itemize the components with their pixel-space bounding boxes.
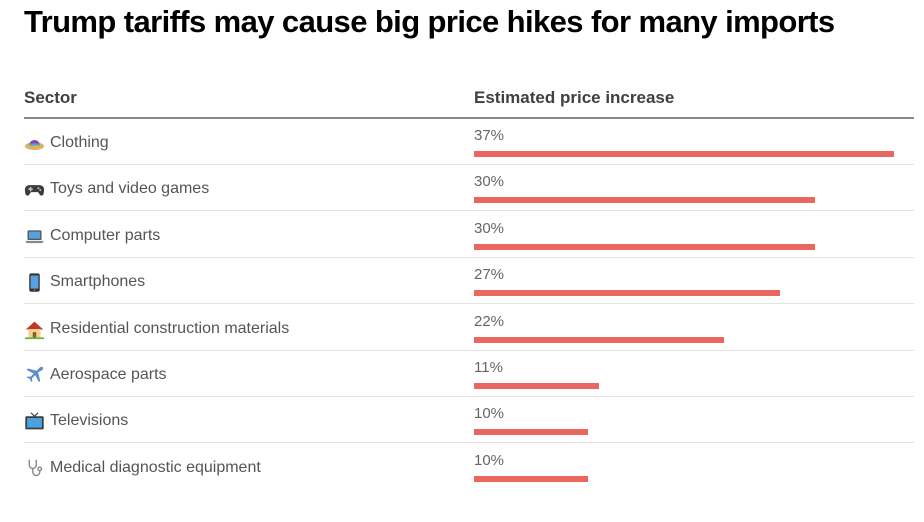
game-controller-icon <box>24 179 45 200</box>
row-divider <box>24 442 914 444</box>
value-label: 11% <box>474 359 503 376</box>
sector-label: Medical diagnostic equipment <box>50 458 261 476</box>
value-label: 22% <box>474 312 505 330</box>
row-divider <box>24 349 914 351</box>
television-icon <box>24 411 45 432</box>
table-row: Smartphones 27% <box>24 258 914 305</box>
bar <box>474 383 599 389</box>
row-divider <box>24 256 914 258</box>
hat-icon <box>24 133 45 154</box>
bar <box>474 290 781 297</box>
row-divider <box>24 396 914 397</box>
row-divider <box>24 303 914 305</box>
column-header-price-increase: Estimated price increase <box>474 88 675 107</box>
bar <box>474 197 815 204</box>
header-divider <box>24 117 914 119</box>
table-row: Clothing 37% <box>24 119 914 165</box>
table-row: Residential construction materials 22% <box>24 305 914 351</box>
bar <box>474 336 724 343</box>
bar <box>474 243 815 250</box>
value-label: 37% <box>474 127 505 144</box>
laptop-icon <box>24 226 45 247</box>
value-label: 27% <box>474 266 505 284</box>
airplane-icon <box>24 365 45 386</box>
sector-label: Televisions <box>50 412 129 430</box>
value-label: 30% <box>474 173 505 191</box>
sector-label: Clothing <box>50 134 109 151</box>
bar <box>474 429 588 436</box>
chart-title: Trump tariffs may cause big price hikes … <box>24 4 835 39</box>
sector-label: Aerospace parts <box>50 366 167 383</box>
table-row: Medical diagnostic equipment 10% <box>24 444 914 490</box>
bar <box>474 151 894 157</box>
column-header-sector: Sector <box>24 88 77 107</box>
table-row: Aerospace parts 11% <box>24 351 914 397</box>
row-divider <box>24 164 914 165</box>
sector-label: Residential construction materials <box>50 319 290 337</box>
table-row: Computer parts 30% <box>24 212 914 258</box>
value-label: 10% <box>474 451 505 469</box>
table-row: Televisions 10% <box>24 397 914 444</box>
stethoscope-icon <box>24 458 45 479</box>
row-divider <box>24 210 914 212</box>
house-icon <box>24 319 45 340</box>
sector-label: Toys and video games <box>50 180 210 198</box>
value-label: 30% <box>474 219 505 237</box>
bar <box>474 475 588 482</box>
sector-label: Smartphones <box>50 273 146 291</box>
smartphone-icon <box>24 272 45 293</box>
value-label: 10% <box>474 405 505 423</box>
sector-label: Computer parts <box>50 226 161 244</box>
table-row: Toys and video games 30% <box>24 165 914 212</box>
